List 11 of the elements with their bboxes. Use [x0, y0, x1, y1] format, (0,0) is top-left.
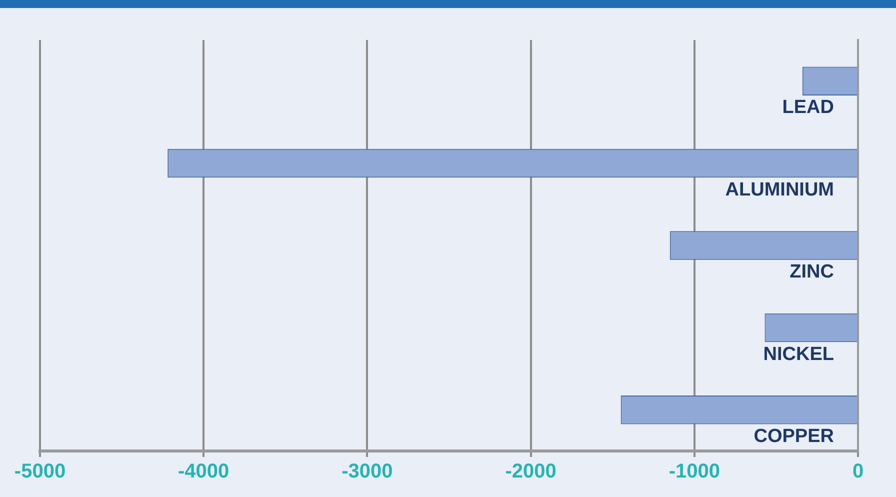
x-tick-label: -2000: [505, 460, 556, 483]
x-tick-label: -4000: [178, 460, 230, 483]
x-tick-label: -3000: [342, 460, 393, 483]
x-tick-label: 0: [852, 460, 864, 483]
y-tick-label: COPPER: [754, 426, 834, 448]
y-tick-label: NICKEL: [763, 344, 834, 365]
y-tick-label: LEAD: [782, 97, 834, 118]
y-tick-label: ALUMINIUM: [725, 179, 834, 200]
x-tick-label: -1000: [668, 460, 720, 483]
y-tick-label: ZINC: [790, 262, 834, 283]
x-tick-label: -5000: [14, 460, 66, 483]
